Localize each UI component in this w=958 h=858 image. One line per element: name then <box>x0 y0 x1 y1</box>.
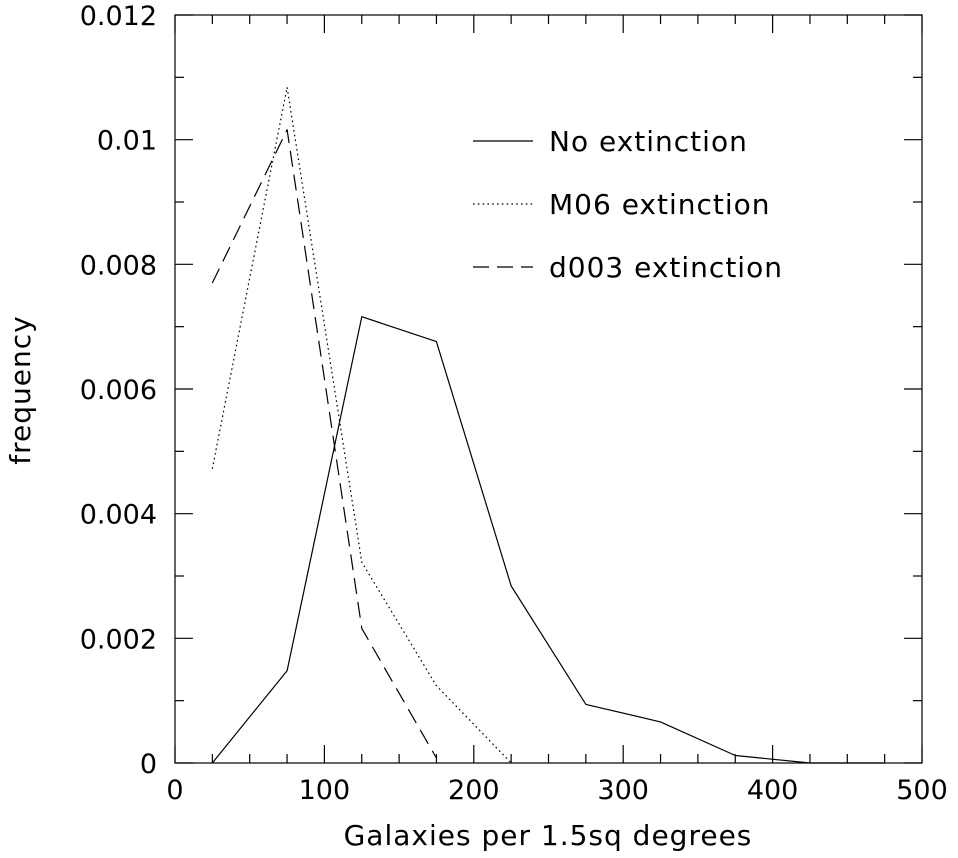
series-line-d003-extinction <box>211 129 437 759</box>
y-tick-label: 0 <box>140 749 157 780</box>
x-tick-label: 100 <box>299 775 351 806</box>
y-tick-label: 0.004 <box>80 500 157 531</box>
y-tick-label: 0.006 <box>80 375 157 406</box>
y-tick-label: 0.01 <box>97 126 157 157</box>
series-line-m06-extinction <box>211 86 512 764</box>
legend-label: No extinction <box>549 125 748 158</box>
legend-label: M06 extinction <box>549 188 771 221</box>
y-tick-label: 0.012 <box>80 1 157 32</box>
x-tick-label: 500 <box>896 775 948 806</box>
x-tick-label: 0 <box>166 775 183 806</box>
x-tick-label: 400 <box>747 775 799 806</box>
series-line-no-extinction <box>211 316 885 764</box>
legend: No extinction M06 extinction d003 extincti… <box>473 125 783 284</box>
legend-label: d003 extinction <box>549 251 783 284</box>
y-tick-label: 0.008 <box>80 250 157 281</box>
y-axis-label: frequency <box>4 315 37 464</box>
tick-labels: 0 100 200 300 400 500 0 0.002 0.004 0.006 0.008 0.0… <box>80 1 948 806</box>
axis-ticks <box>174 14 923 764</box>
x-tick-label: 300 <box>597 775 649 806</box>
y-tick-label: 0.002 <box>80 624 157 655</box>
x-axis-label: Galaxies per 1.5sq degrees <box>344 819 753 852</box>
data-series <box>211 86 885 764</box>
x-tick-label: 200 <box>448 775 500 806</box>
